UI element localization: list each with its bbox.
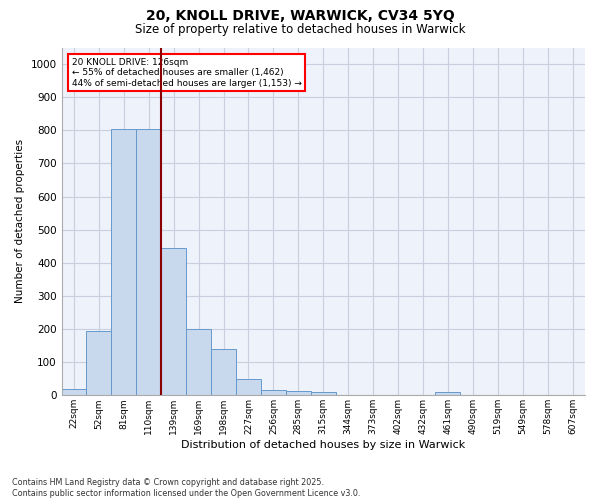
Text: Size of property relative to detached houses in Warwick: Size of property relative to detached ho… [135, 22, 465, 36]
Bar [236, 378, 261, 396]
Bar [62, 390, 86, 396]
Bar [112, 128, 136, 396]
Bar [136, 128, 161, 396]
Text: 20, KNOLL DRIVE, WARWICK, CV34 5YQ: 20, KNOLL DRIVE, WARWICK, CV34 5YQ [146, 9, 454, 23]
Y-axis label: Number of detached properties: Number of detached properties [15, 140, 25, 304]
Bar [211, 349, 236, 396]
X-axis label: Distribution of detached houses by size in Warwick: Distribution of detached houses by size … [181, 440, 466, 450]
Text: 20 KNOLL DRIVE: 126sqm
← 55% of detached houses are smaller (1,462)
44% of semi-: 20 KNOLL DRIVE: 126sqm ← 55% of detached… [72, 58, 302, 88]
Text: Contains HM Land Registry data © Crown copyright and database right 2025.
Contai: Contains HM Land Registry data © Crown c… [12, 478, 361, 498]
Bar [436, 392, 460, 396]
Bar [261, 390, 286, 396]
Bar [86, 330, 112, 396]
Bar [186, 329, 211, 396]
Bar [311, 392, 336, 396]
Bar [286, 392, 311, 396]
Bar [161, 248, 186, 396]
